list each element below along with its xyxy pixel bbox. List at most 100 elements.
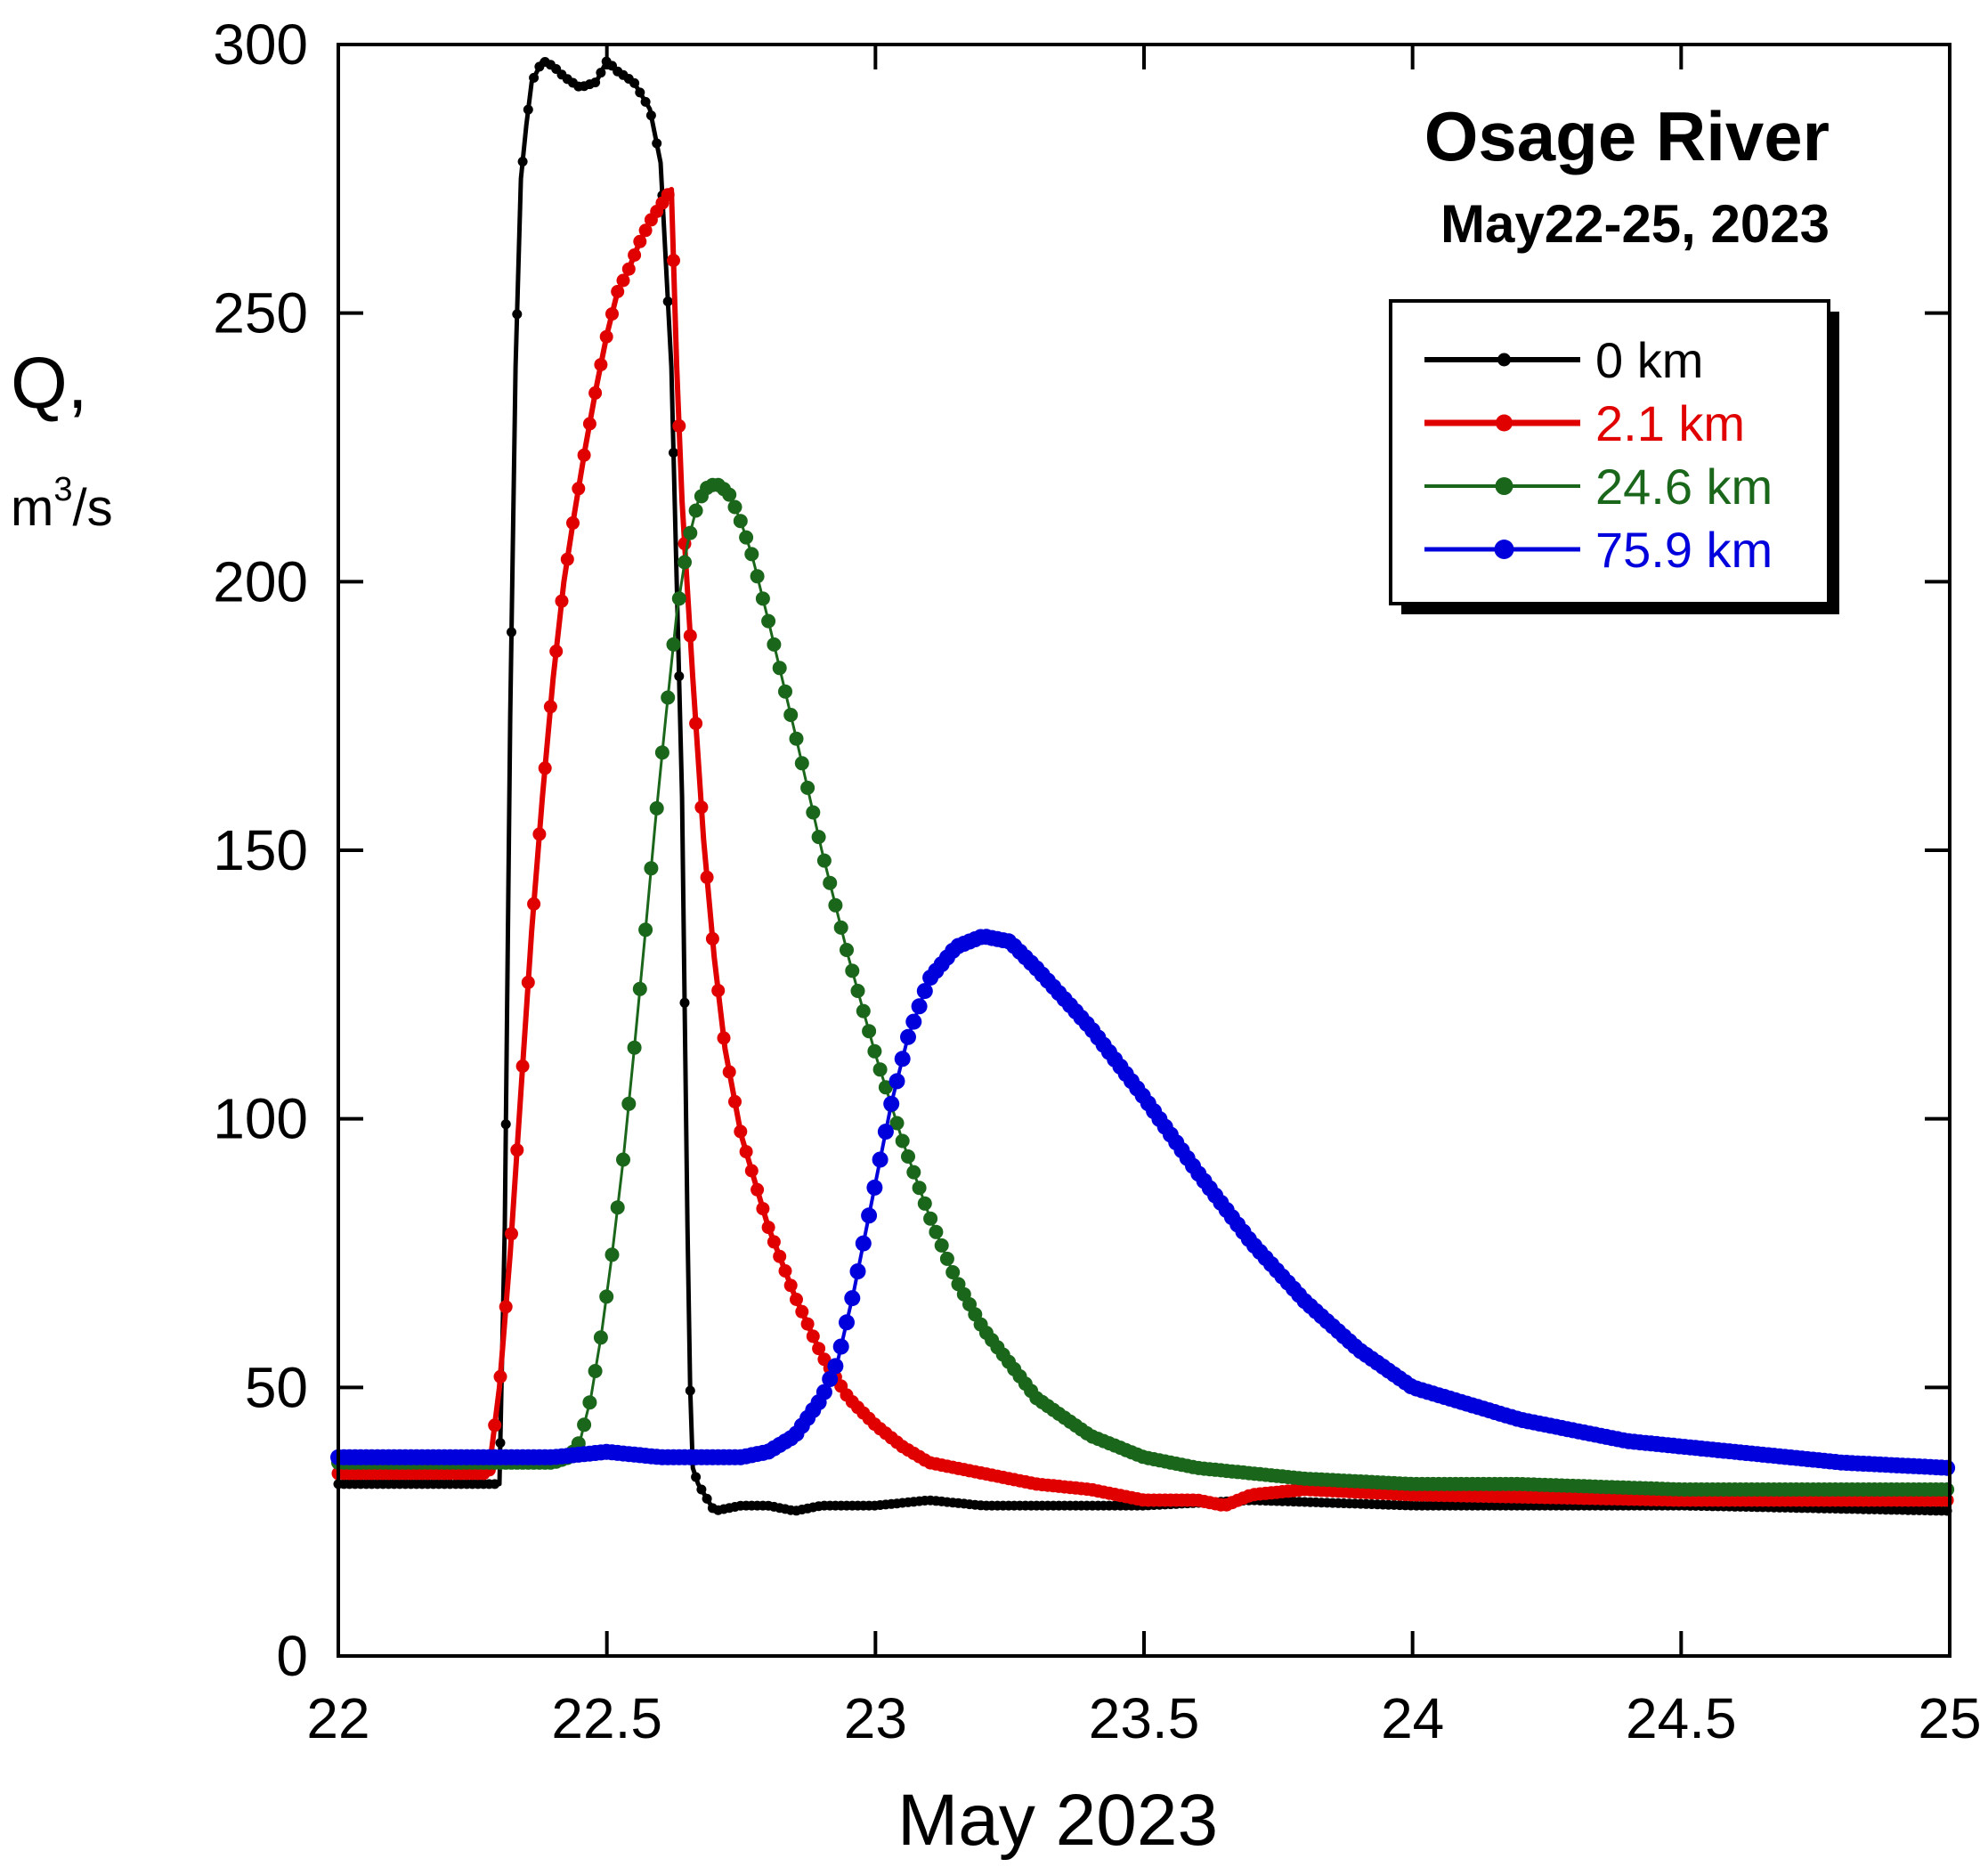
series-point — [811, 830, 826, 845]
y-tick-label: 250 — [213, 281, 308, 345]
series-point — [849, 1263, 866, 1279]
series-point — [862, 1024, 877, 1039]
series-point — [840, 943, 854, 957]
series-point — [727, 499, 742, 515]
series-point — [734, 1124, 748, 1139]
series-point — [691, 1472, 702, 1482]
series-point — [845, 963, 860, 978]
series-point — [767, 637, 782, 652]
series-point — [674, 671, 685, 681]
series-point — [644, 861, 659, 876]
series-point — [815, 1384, 832, 1400]
series-point — [761, 1221, 775, 1235]
series-point — [543, 700, 557, 714]
series-point — [878, 1080, 893, 1095]
series-point — [739, 1145, 753, 1159]
series-point — [872, 1062, 888, 1077]
series-point — [582, 1395, 597, 1410]
series-point — [577, 1417, 592, 1433]
series-point — [521, 975, 535, 989]
series-point — [517, 157, 528, 166]
series-point — [711, 984, 726, 998]
series-point — [505, 1227, 518, 1241]
series-point — [751, 1182, 765, 1197]
series-point — [877, 1124, 894, 1140]
series-point — [582, 417, 596, 431]
series-point — [685, 1385, 695, 1396]
series-point — [490, 1479, 500, 1489]
legend-label: 24.6 km — [1595, 459, 1773, 515]
series-point — [683, 629, 697, 643]
series-point — [638, 223, 653, 238]
series-point — [722, 1065, 736, 1079]
series-point — [755, 591, 770, 606]
series-point — [906, 1165, 921, 1180]
series-point — [917, 1196, 932, 1211]
series-point — [790, 1293, 803, 1306]
x-tick-label: 22 — [306, 1686, 369, 1750]
series-point — [832, 1338, 849, 1355]
series-point — [628, 248, 642, 262]
series-point — [816, 853, 832, 868]
series-point — [662, 296, 673, 307]
series-point — [669, 448, 678, 458]
series-point — [694, 800, 709, 815]
series-point — [599, 1289, 614, 1304]
legend-marker — [1496, 414, 1513, 432]
series-point — [515, 1059, 530, 1073]
series-point — [778, 1264, 792, 1278]
series-point — [671, 591, 686, 606]
series-point — [510, 1143, 524, 1157]
series-point — [549, 645, 564, 658]
series-point — [728, 1094, 742, 1108]
series-point — [778, 684, 792, 699]
series-point — [616, 273, 630, 288]
series-point — [939, 1251, 954, 1266]
series-24-6-km-group — [331, 477, 1955, 1497]
series-point — [1940, 1482, 1955, 1497]
series-point — [577, 448, 591, 462]
legend: 0 km 2.1 km 24.6 km 75.9 km — [1389, 299, 1839, 614]
series-point — [823, 875, 838, 890]
series-point — [572, 482, 586, 496]
series-point — [599, 329, 613, 344]
series-point — [739, 530, 754, 545]
y-tick-label: 100 — [213, 1087, 308, 1151]
series-point — [827, 1358, 844, 1375]
series-point — [621, 1096, 637, 1111]
series-point — [722, 487, 737, 502]
series-point — [889, 1073, 905, 1090]
series-point — [744, 547, 759, 562]
series-point — [588, 1364, 603, 1378]
series-point — [705, 931, 719, 946]
series-point — [629, 77, 640, 88]
series-point — [1939, 1459, 1956, 1476]
series-point — [929, 1224, 944, 1239]
series-point — [856, 1003, 871, 1019]
series-point — [833, 920, 848, 935]
series-point — [527, 897, 541, 911]
series-point — [761, 613, 776, 629]
series-point — [822, 1371, 839, 1387]
series-2-1-km-group — [331, 186, 1954, 1512]
series-point — [945, 1265, 961, 1279]
x-axis-title: May 2023 — [897, 1780, 1218, 1861]
series-point — [894, 1051, 911, 1067]
y-unit-rest: /s — [72, 479, 112, 537]
x-tick-label: 23 — [844, 1686, 907, 1750]
series-point — [666, 637, 681, 652]
series-point — [512, 309, 523, 320]
series-point — [538, 761, 552, 775]
series-point — [895, 1133, 910, 1149]
legend-items: 0 km 2.1 km 24.6 km 75.9 km — [1424, 332, 1773, 578]
y-axis-title: Q, — [11, 343, 88, 424]
legend-box — [1389, 299, 1830, 605]
series-point — [806, 1329, 820, 1343]
series-point — [688, 503, 703, 518]
series-point — [493, 1369, 507, 1384]
series-point — [661, 690, 676, 705]
y-axis-unit: m3/s — [11, 471, 113, 537]
series-point — [667, 254, 680, 267]
series-point — [507, 627, 516, 637]
series-point — [679, 997, 690, 1008]
